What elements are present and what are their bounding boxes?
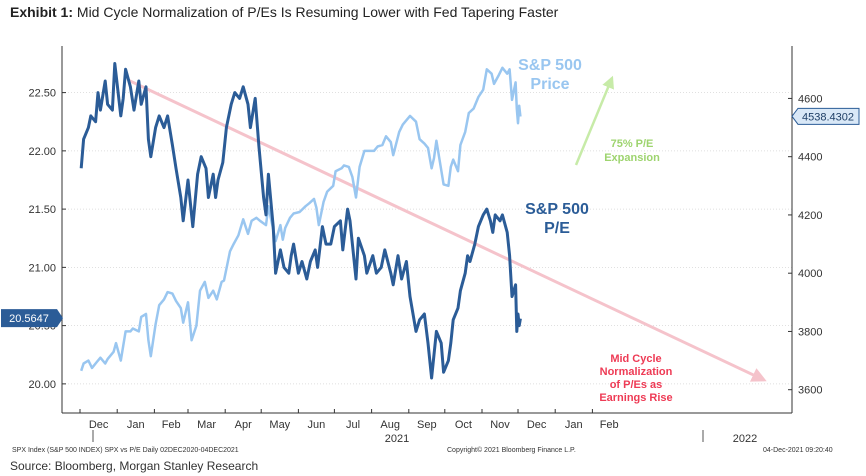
normalization-annotation: Earnings Rise [599,392,672,404]
month-label: Nov [490,419,510,431]
footer-series-info: SPX Index (S&P 500 INDEX) SPX vs P/E Dai… [12,447,239,454]
right-tick-label: 4400 [798,152,822,164]
price-annotation: Price [530,76,569,93]
month-label: Jul [346,419,360,431]
right-tick-label: 3600 [798,385,822,397]
month-label: Mar [197,419,216,431]
expansion-annotation: 75% P/E [611,138,654,150]
price-annotation: S&P 500 [518,57,582,74]
month-label: Jan [127,419,145,431]
expansion-arrow [574,75,614,166]
month-label: Apr [235,419,252,431]
last-value-left-flag [1,309,63,328]
month-label: Dec [89,419,109,431]
title-text: Mid Cycle Normalization of P/Es Is Resum… [76,4,559,20]
expansion-annotation: Expansion [604,152,660,164]
month-label: Sep [417,419,437,431]
pe-series-line [79,62,522,380]
last-value-left: 20.5647 [9,313,49,325]
right-tick-label: 4600 [798,93,822,105]
right-tick-label: 4200 [798,210,822,222]
pe-annotation: P/E [544,220,570,237]
last-value-right-flag [791,107,860,125]
left-tick-label: 21.50 [28,204,56,216]
left-tick-label: 20.00 [28,379,56,391]
month-label: Jun [308,419,326,431]
normalization-annotation: Mid Cycle [610,353,661,365]
month-label: Aug [380,419,400,431]
trend-arrow [127,78,767,382]
chart-title: Exhibit 1: Mid Cycle Normalization of P/… [10,4,558,20]
year-label: 2022 [733,433,757,445]
normalization-annotation: of P/Es as [610,379,663,391]
normalization-annotation: Normalization [600,366,673,378]
footer-copyright: Copyright© 2021 Bloomberg Finance L.P. [447,447,576,454]
right-tick-label: 4000 [798,268,822,280]
price-series-line [80,66,522,372]
pe-annotation: S&P 500 [525,201,589,218]
source-note: Source: Bloomberg, Morgan Stanley Resear… [10,459,259,473]
month-label: May [269,419,290,431]
footer-timestamp: 04-Dec-2021 09:20:40 [763,447,833,454]
year-label: 2021 [385,433,409,445]
exhibit-label: Exhibit 1: [10,4,74,20]
month-label: Feb [600,419,619,431]
month-label: Oct [455,419,472,431]
left-tick-label: 22.00 [28,146,56,158]
right-tick-label: 3800 [798,326,822,338]
left-tick-label: 22.50 [28,88,56,100]
left-tick-label: 21.00 [28,262,56,274]
month-label: Dec [527,419,547,431]
month-label: Feb [162,419,181,431]
month-label: Jan [565,419,583,431]
last-value-right: 4538.4302 [802,111,854,123]
